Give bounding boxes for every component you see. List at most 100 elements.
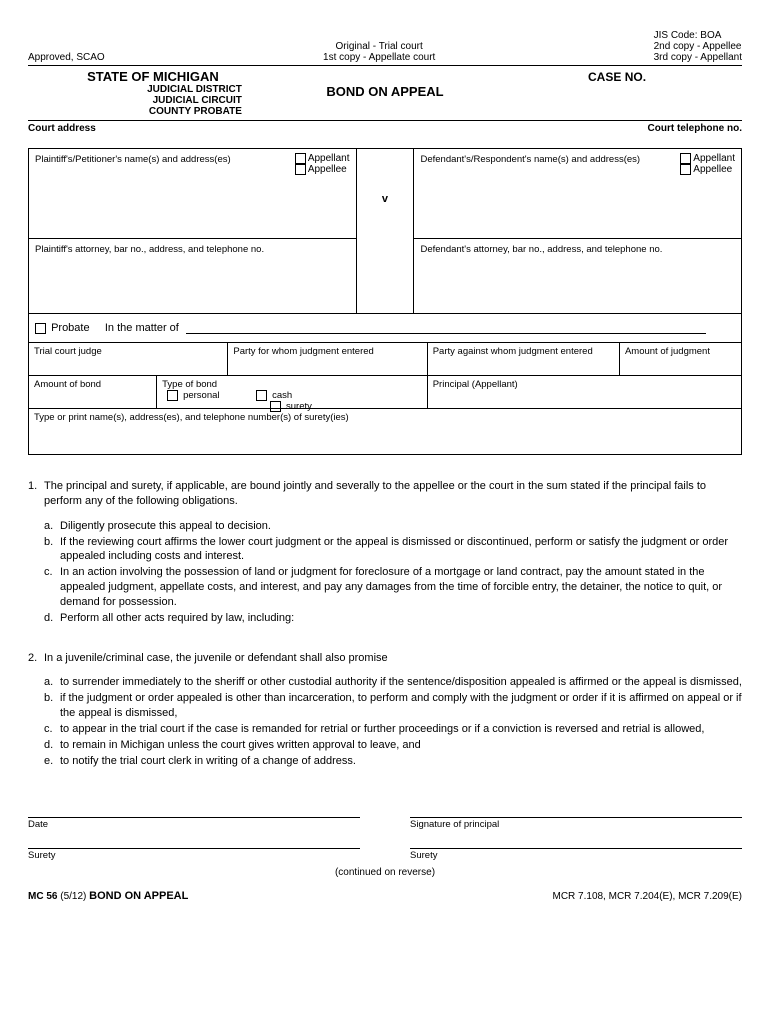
type-bond-cell: Type of bond personal cash surety [157,376,428,408]
let-2a: a. [44,675,60,690]
plaintiff-appellant-checkbox[interactable] [295,153,306,164]
body-text: 1. The principal and surety, if applicab… [28,479,742,769]
surety-names-label: Type or print name(s), address(es), and … [34,412,349,423]
amount-judgment-cell[interactable]: Amount of judgment [620,343,741,375]
trial-judge-cell[interactable]: Trial court judge [29,343,228,375]
surety1-line[interactable]: Surety [28,848,360,861]
defendant-appellee-checkbox[interactable] [680,164,691,175]
plaintiff-appellee-checkbox[interactable] [295,164,306,175]
party-box: Plaintiff's/Petitioner's name(s) and add… [28,148,742,314]
defendant-label: Defendant's/Respondent's name(s) and add… [420,154,640,165]
surety2-line[interactable]: Surety [410,848,742,861]
let-1d: d. [44,611,60,626]
copy-original: Original - Trial court [323,41,435,52]
item-2e-text: to notify the trial court clerk in writi… [60,754,356,769]
matter-field[interactable] [186,333,706,334]
probate-label: COUNTY PROBATE [34,106,272,117]
let-1a: a. [44,519,60,534]
case-no-label: CASE NO. [492,66,742,120]
cash-checkbox[interactable] [256,390,267,401]
principal-sig-line[interactable]: Signature of principal [410,817,742,830]
signature-left-col: Date Surety [28,799,360,861]
copy-second: 2nd copy - Appellee [654,41,742,52]
personal-label: personal [183,390,219,401]
signature-right-col: Signature of principal Surety [410,799,742,861]
date-label: Date [28,819,48,830]
item-2b-text: if the judgment or order appealed is oth… [60,691,742,721]
surety-check-label: surety [286,401,312,412]
jis-code: JIS Code: BOA [654,30,742,41]
item-1-text: The principal and surety, if applicable,… [44,479,742,509]
item-1b-text: If the reviewing court affirms the lower… [60,535,742,565]
principal-label: Principal (Appellant) [433,379,518,390]
amount-bond-cell[interactable]: Amount of bond [29,376,157,408]
court-address-row: Court address Court telephone no. [28,121,742,148]
copy-distribution-right: JIS Code: BOA 2nd copy - Appellee 3rd co… [654,30,742,63]
defendant-attorney-label: Defendant's attorney, bar no., address, … [420,244,662,255]
copy-distribution-center: Original - Trial court 1st copy - Appell… [323,41,435,63]
item-1c-text: In an action involving the possession of… [60,565,742,610]
party-for-cell[interactable]: Party for whom judgment entered [228,343,427,375]
item-1d-text: Perform all other acts required by law, … [60,611,294,626]
trial-judge-label: Trial court judge [34,346,102,357]
defendant-appellant-checkbox[interactable] [680,153,691,164]
plaintiff-column: Plaintiff's/Petitioner's name(s) and add… [29,149,357,313]
personal-checkbox[interactable] [167,390,178,401]
approved-label: Approved, SCAO [28,52,105,63]
item-1: 1. The principal and surety, if applicab… [28,479,742,509]
defendant-attorney-cell[interactable]: Defendant's attorney, bar no., address, … [413,239,741,313]
probate-checkbox[interactable] [35,323,46,334]
let-2c: c. [44,722,60,737]
form-date: (5/12) [60,891,86,902]
item-1a-text: Diligently prosecute this appeal to deci… [60,519,271,534]
item-2c-text: to appear in the trial court if the case… [60,722,704,737]
appellant-label-2: Appellant [693,153,735,164]
appellee-label: Appellee [308,164,347,175]
item-2-text: In a juvenile/criminal case, the juvenil… [44,651,388,666]
let-2e: e. [44,754,60,769]
form-title: BOND ON APPEAL [278,66,492,120]
let-2b: b. [44,691,60,721]
let-2d: d. [44,738,60,753]
top-meta-row: Approved, SCAO Original - Trial court 1s… [28,30,742,63]
surety-checkbox[interactable] [270,401,281,412]
surety1-label: Surety [28,850,55,861]
defendant-name-cell[interactable]: Defendant's/Respondent's name(s) and add… [413,149,741,239]
item-2: 2. In a juvenile/criminal case, the juve… [28,651,742,666]
principal-sig-label: Signature of principal [410,819,499,830]
state-label: STATE OF MICHIGAN [34,69,272,84]
let-1c: c. [44,565,60,610]
plaintiff-role-checks: Appellant Appellee [295,153,350,175]
probate-row: Probate In the matter of [28,314,742,343]
footer-left: MC 56 (5/12) BOND ON APPEAL [28,890,188,902]
district-label: JUDICIAL DISTRICT [34,84,272,95]
defendant-column: Defendant's/Respondent's name(s) and add… [413,149,741,313]
header-row: STATE OF MICHIGAN JUDICIAL DISTRICT JUDI… [28,66,742,121]
copy-first: 1st copy - Appellate court [323,52,435,63]
court-phone-label: Court telephone no. [648,123,742,134]
matter-label: In the matter of [105,322,179,334]
plaintiff-attorney-cell[interactable]: Plaintiff's attorney, bar no., address, … [29,239,357,313]
plaintiff-name-cell[interactable]: Plaintiff's/Petitioner's name(s) and add… [29,149,357,239]
date-line[interactable]: Date [28,817,360,830]
party-for-label: Party for whom judgment entered [233,346,373,357]
num-2: 2. [28,651,44,666]
let-1b: b. [44,535,60,565]
item-2a-text: to surrender immediately to the sheriff … [60,675,742,690]
circuit-label: JUDICIAL CIRCUIT [34,95,272,106]
court-address-label: Court address [28,123,96,134]
probate-check-label: Probate [51,322,90,334]
party-against-cell[interactable]: Party against whom judgment entered [428,343,620,375]
num-1: 1. [28,479,44,509]
principal-cell[interactable]: Principal (Appellant) [428,376,741,408]
footer-row: MC 56 (5/12) BOND ON APPEAL MCR 7.108, M… [28,890,742,902]
versus-label: v [357,149,414,313]
appellee-label-2: Appellee [693,164,732,175]
surety-names-cell[interactable]: Type or print name(s), address(es), and … [28,409,742,455]
type-bond-label: Type of bond [162,379,217,390]
info-row-1: Trial court judge Party for whom judgmen… [28,343,742,376]
header-left: STATE OF MICHIGAN JUDICIAL DISTRICT JUDI… [28,66,278,120]
info-row-2: Amount of bond Type of bond personal cas… [28,376,742,409]
party-against-label: Party against whom judgment entered [433,346,593,357]
plaintiff-label: Plaintiff's/Petitioner's name(s) and add… [35,154,231,165]
